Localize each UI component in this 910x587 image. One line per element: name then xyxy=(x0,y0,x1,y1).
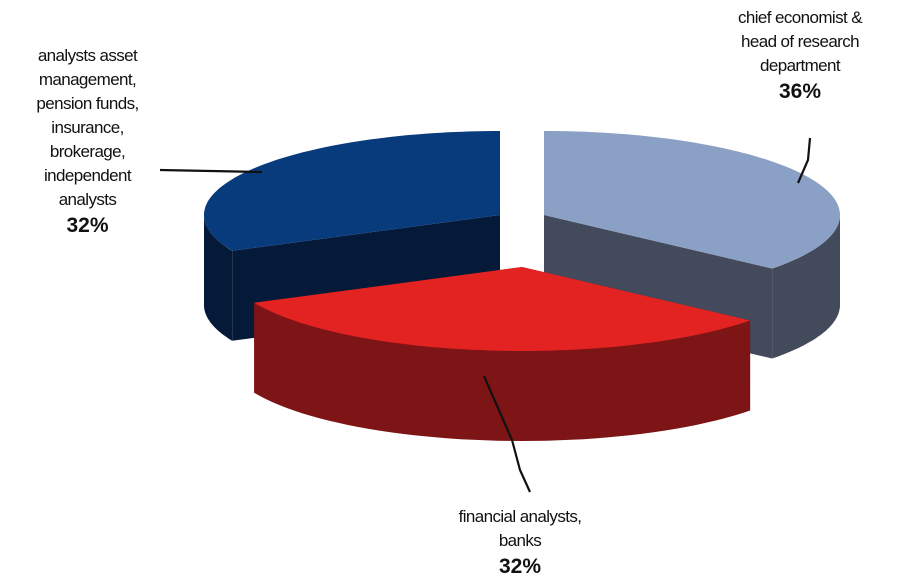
leader-line-asset-management xyxy=(159,168,263,174)
leader-lines xyxy=(159,137,812,493)
slice-percent-label: 32% xyxy=(498,555,542,578)
slice-outer-wall-financial-analysts xyxy=(254,302,751,441)
slice-label-chief-economist: chief economist & head of research depar… xyxy=(692,6,908,106)
slice-label-line: independent xyxy=(44,166,132,185)
slice-label-line: pension funds, xyxy=(36,94,139,113)
slice-outer-wall-chief-economist xyxy=(772,215,840,359)
slice-label-line: analysts asset xyxy=(37,46,138,65)
pie-slice-asset-management xyxy=(204,131,500,251)
slice-label-line: brokerage, xyxy=(49,142,126,161)
slice-label-line: department xyxy=(760,56,841,75)
slice-label-line: management, xyxy=(38,70,137,89)
slice-percent-label: 32% xyxy=(66,214,109,237)
slice-label-line: analysts xyxy=(58,190,117,209)
slice-label-asset-management: analysts asset management, pension funds… xyxy=(0,44,175,240)
slice-label-line: banks xyxy=(498,531,542,550)
pie-slice-chief-economist xyxy=(544,131,840,269)
slice-percent-label: 36% xyxy=(778,80,822,103)
slice-label-line: chief economist & xyxy=(738,8,863,27)
slice-outer-wall-asset-management xyxy=(204,215,233,341)
slice-label-line: financial analysts, xyxy=(458,507,582,526)
pie-slice-financial-analysts xyxy=(254,267,751,351)
slice-label-financial-analysts: financial analysts, banks 32% xyxy=(360,505,680,581)
leader-line-financial-analysts xyxy=(482,375,532,493)
leader-line-chief-economist xyxy=(796,137,812,184)
slice-label-line: insurance, xyxy=(51,118,124,137)
slice-label-line: head of research xyxy=(741,32,860,51)
pie-tops xyxy=(204,131,840,351)
